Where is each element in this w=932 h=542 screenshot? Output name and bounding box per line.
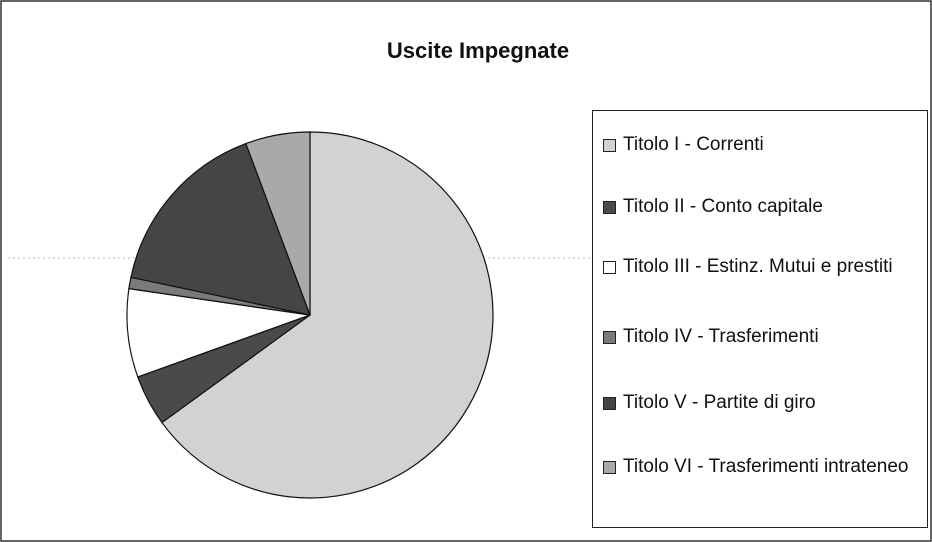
legend-swatch (603, 139, 616, 152)
legend-swatch (603, 201, 616, 214)
pie-slice (245, 131, 311, 316)
legend-entry: Titolo II - Conto capitale (601, 195, 923, 219)
pie-slice (161, 131, 494, 499)
legend-entry: Titolo VI - Trasferimenti intrateneo (601, 455, 923, 479)
legend-swatch (603, 331, 616, 344)
legend-label: Titolo V - Partite di giro (623, 392, 816, 413)
legend-entry: Titolo IV - Trasferimenti (601, 325, 923, 349)
legend-label: Titolo IV - Trasferimenti (623, 326, 819, 347)
legend-swatch (603, 461, 616, 474)
legend-label: Titolo II - Conto capitale (623, 196, 823, 217)
legend-label: Titolo VI - Trasferimenti intrateneo (623, 456, 909, 477)
legend: Titolo I - Correnti Titolo II - Conto cap… (592, 110, 928, 528)
legend-swatch (603, 397, 616, 410)
legend-label: Titolo III - Estinz. Mutui e prestiti (623, 256, 893, 277)
legend-label: Titolo I - Correnti (623, 134, 764, 155)
legend-entry: Titolo V - Partite di giro (601, 391, 923, 415)
chart-title: Uscite Impegnate (387, 38, 569, 63)
pie-slice (130, 142, 311, 316)
legend-swatch (603, 261, 616, 274)
legend-entry: Titolo I - Correnti (601, 133, 923, 157)
legend-entry: Titolo III - Estinz. Mutui e prestiti (601, 255, 923, 279)
